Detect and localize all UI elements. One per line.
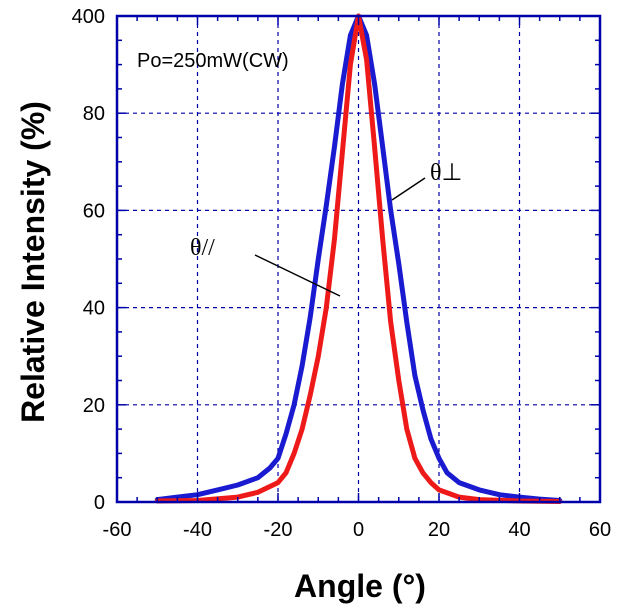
x-tick-label: -60 [103, 519, 132, 541]
x-tick-labels: -60 -40 -20 0 20 40 60 [103, 519, 612, 541]
tick-marks [116, 15, 601, 503]
x-tick-label: -20 [264, 519, 293, 541]
y-tick-label: 400 [72, 6, 105, 28]
y-axis-title: Relative Intensity (%) [15, 101, 51, 423]
x-tick-label: -40 [183, 519, 212, 541]
x-tick-label: 40 [508, 519, 530, 541]
x-tick-label: 0 [353, 519, 364, 541]
y-tick-label: 0 [94, 492, 105, 514]
condition-annotation: Po=250mW(CW) [137, 50, 289, 72]
x-tick-label: 20 [428, 519, 450, 541]
y-tick-label: 80 [83, 103, 105, 125]
x-tick-label: 60 [589, 519, 611, 541]
y-tick-labels: 0 20 40 60 80 400 [72, 6, 105, 514]
x-axis-title: Angle (°) [294, 568, 426, 604]
y-tick-label: 60 [83, 200, 105, 222]
grid [117, 16, 600, 502]
theta-perp-leader [391, 177, 426, 201]
theta-perp-label: θ⊥ [430, 160, 462, 186]
y-tick-label: 40 [83, 298, 105, 320]
y-tick-label: 20 [83, 395, 105, 417]
theta-par-leader [254, 254, 341, 297]
theta-par-label: θ// [190, 235, 215, 261]
